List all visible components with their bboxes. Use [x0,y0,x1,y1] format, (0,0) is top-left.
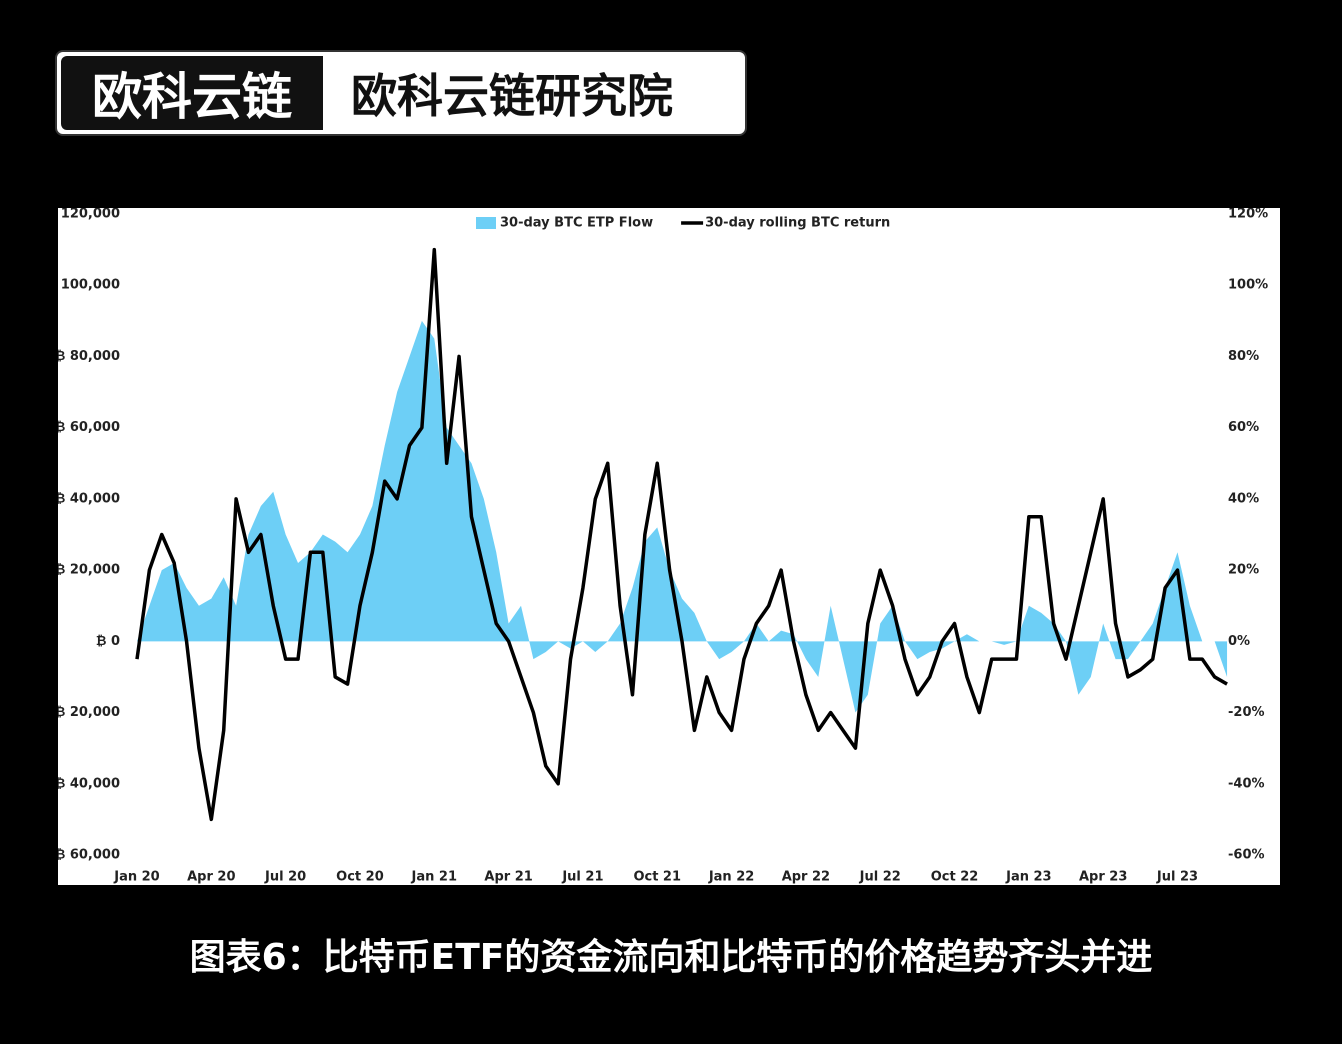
caption: 图表6：比特币ETF的资金流向和比特币的价格趋势齐头并进 [189,937,1153,978]
x-tick-label: Apr 20 [187,870,235,885]
y-tick-label: ₿ 60,000 [58,420,120,435]
x-tick-label: Jan 20 [113,870,159,885]
y-tick-label: ₿ 120,000 [58,208,120,222]
legend-label: 30-day BTC ETP Flow [500,216,653,231]
y-tick-label: -₿ 60,000 [58,848,120,863]
chart: ₿ 120,000 ₿ 100,000 ₿ 80,000 ₿ 60,000 ₿ 40,0… [58,208,1280,885]
y2-tick-label: 100% [1228,278,1268,293]
y-tick-label: ₿ 40,000 [58,491,120,506]
x-tick-label: Oct 21 [633,870,681,885]
flow-area [137,320,1228,713]
x-tick-label: Jul 20 [264,870,306,885]
x-tick-label: Apr 22 [782,870,830,885]
y-tick-label: ₿ 100,000 [58,278,120,293]
legend-swatch [476,217,496,229]
x-tick-label: Jan 21 [411,870,457,885]
y2-tick-label: 120% [1228,208,1268,222]
y2-tick-label: -60% [1228,848,1265,863]
x-tick-label: Jan 22 [708,870,754,885]
y2-tick-label: 0% [1228,634,1250,649]
y2-tick-label: 40% [1228,491,1259,506]
x-tick-label: Jan 23 [1005,870,1051,885]
x-tick-label: Jul 23 [1156,870,1198,885]
legend-label: 30-day rolling BTC return [705,216,890,231]
y-tick-label: ₿ 0 [96,634,120,649]
y2-tick-label: -20% [1228,705,1265,720]
x-tick-label: Apr 21 [484,870,532,885]
x-tick-label: Apr 23 [1079,870,1127,885]
y-tick-label: ₿ 20,000 [58,563,120,578]
return-line [135,247,1228,822]
x-tick-label: Jul 22 [859,870,901,885]
y2-tick-label: 20% [1228,563,1259,578]
chart-background [58,208,1280,885]
y2-tick-label: 80% [1228,349,1259,364]
x-tick-label: Oct 20 [336,870,384,885]
y-tick-label: ₿ 80,000 [58,349,120,364]
y-tick-label: -₿ 40,000 [58,776,120,791]
x-tick-label: Oct 22 [931,870,979,885]
y2-tick-label: 60% [1228,420,1259,435]
brand-name: 欧科云链研究院 [351,69,673,123]
y2-tick-label: -40% [1228,776,1265,791]
banner: 欧科云链 欧科云链研究院 [55,50,747,136]
y-tick-label: -₿ 20,000 [58,705,120,720]
logo: 欧科云链 [61,56,323,130]
x-tick-label: Jul 21 [561,870,603,885]
